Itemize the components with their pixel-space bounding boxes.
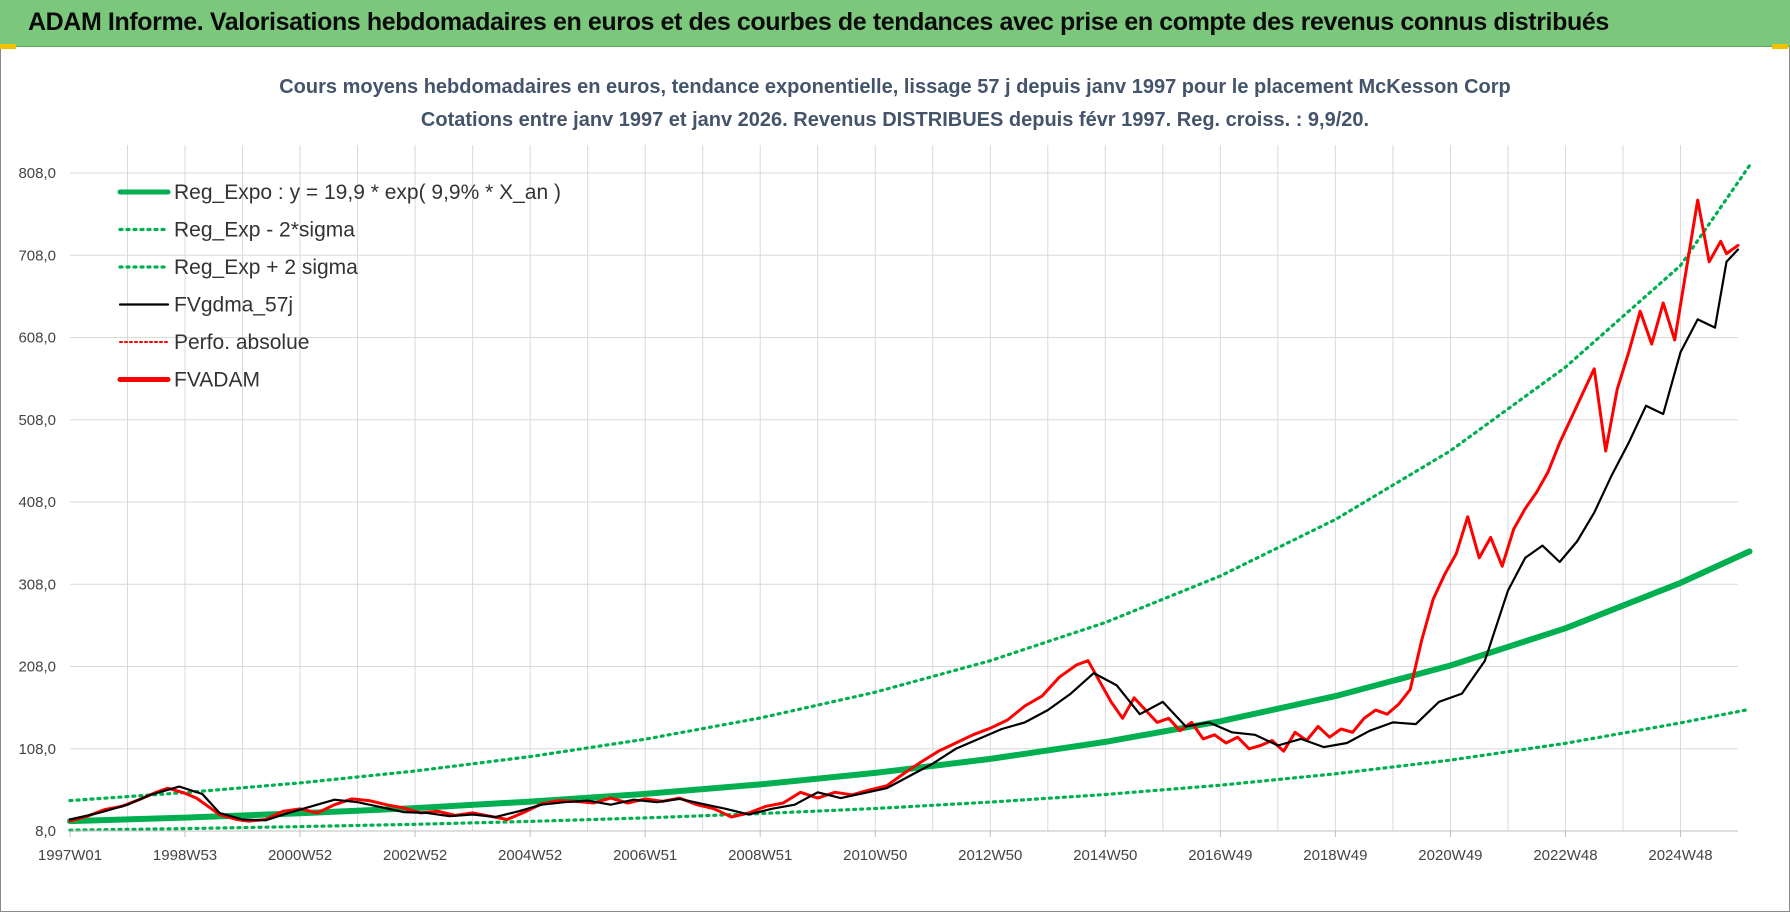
legend-label: FVADAM: [174, 369, 260, 392]
x-tick-label: 2018W49: [1303, 847, 1367, 864]
x-tick-label: 2022W48: [1533, 847, 1597, 864]
x-tick-label: 2000W52: [268, 847, 332, 864]
legend: Reg_Expo : y = 19,9 * exp( 9,9% * X_an )…: [117, 181, 561, 392]
x-tick-label: 2024W48: [1648, 847, 1712, 864]
x-tick-label: 2002W52: [383, 847, 447, 864]
y-tick-label: 8,0: [35, 823, 56, 840]
y-tick-label: 308,0: [18, 576, 56, 593]
x-tick-label: 1998W53: [153, 847, 217, 864]
x-tick-label: 2004W52: [498, 847, 562, 864]
page-title: ADAM Informe. Valorisations hebdomadaire…: [28, 8, 1609, 36]
series-layer: [67, 164, 1753, 832]
x-tick-label: 2020W49: [1418, 847, 1482, 864]
x-tick-label: 2008W51: [728, 847, 792, 864]
x-tick-label: 2016W49: [1188, 847, 1252, 864]
series-line-3: [68, 248, 1740, 822]
y-tick-label: 708,0: [18, 247, 56, 264]
x-tick-label: 2006W51: [613, 847, 677, 864]
axes: 8,0 108,0 208,0 308,0 408,0 508,0 608,0 708,0 80…: [18, 165, 1738, 864]
legend-label: Perfo. absolue: [174, 331, 309, 354]
legend-label: FVgdma_57j: [174, 294, 293, 317]
y-tick-label: 408,0: [18, 494, 56, 511]
chart-title: Cours moyens hebdomadaires en euros, ten…: [279, 76, 1511, 98]
chart-subtitle: Cotations entre janv 1997 et janv 2026. …: [421, 109, 1369, 131]
legend-label: Reg_Exp + 2 sigma: [174, 256, 358, 279]
x-tick-label: 2014W50: [1073, 847, 1137, 864]
x-tick-label: 2012W50: [958, 847, 1022, 864]
series-line-0: [67, 548, 1753, 825]
corner-marker-right: [1772, 44, 1788, 49]
corner-marker-left: [0, 44, 16, 49]
y-tick-label: 108,0: [18, 741, 56, 758]
y-tick-label: 808,0: [18, 165, 56, 182]
header-bar: ADAM Informe. Valorisations hebdomadaire…: [0, 0, 1790, 47]
legend-label: Reg_Exp - 2*sigma: [174, 219, 355, 242]
x-tick-label: 2010W50: [843, 847, 907, 864]
y-tick-label: 508,0: [18, 412, 56, 429]
y-tick-label: 208,0: [18, 659, 56, 676]
y-tick-label: 608,0: [18, 330, 56, 347]
series-line-2: [68, 164, 1752, 803]
legend-label: Reg_Expo : y = 19,9 * exp( 9,9% * X_an ): [174, 181, 561, 204]
series-line-5: [68, 198, 1740, 823]
series-line-1: [68, 707, 1752, 832]
x-tick-label: 1997W01: [38, 847, 102, 864]
grid: [70, 145, 1738, 832]
